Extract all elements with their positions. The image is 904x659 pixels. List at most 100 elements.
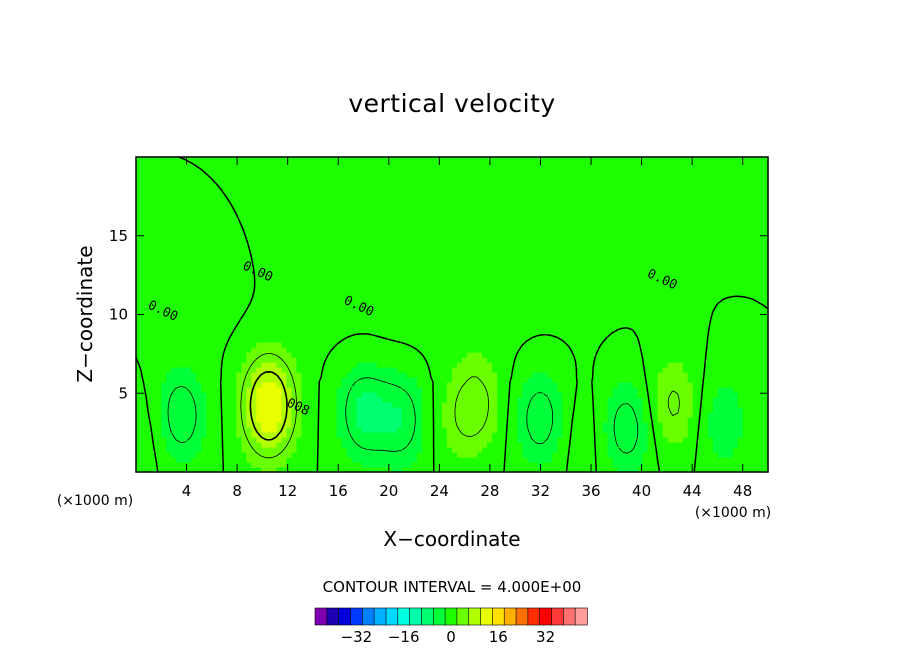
field-cell	[296, 347, 303, 353]
field-cell	[266, 157, 273, 163]
field-cell	[136, 397, 142, 403]
field-cell	[251, 237, 257, 243]
field-cell	[426, 252, 433, 258]
field-cell	[276, 267, 283, 273]
field-cell	[141, 327, 147, 333]
field-cell	[457, 167, 463, 173]
field-cell	[271, 157, 278, 163]
field-cell	[306, 282, 313, 288]
field-cell	[206, 157, 212, 163]
field-cell	[211, 347, 217, 353]
field-cell	[241, 227, 247, 233]
field-cell	[341, 287, 348, 293]
field-cell	[361, 407, 368, 413]
field-cell	[311, 407, 318, 413]
field-cell	[336, 422, 343, 428]
field-cell	[251, 442, 257, 448]
field-cell	[316, 177, 323, 183]
field-cell	[416, 387, 423, 393]
field-cell	[457, 392, 463, 398]
field-cell	[261, 402, 268, 408]
field-cell	[331, 367, 338, 373]
field-cell	[522, 252, 528, 258]
field-cell	[286, 267, 293, 273]
field-cell	[206, 172, 212, 178]
field-cell	[396, 297, 403, 303]
field-cell	[216, 157, 222, 163]
field-cell	[201, 292, 207, 298]
field-cell	[306, 372, 313, 378]
field-cell	[502, 392, 508, 398]
field-cell	[366, 437, 373, 443]
field-cell	[306, 467, 313, 473]
field-cell	[336, 312, 343, 318]
field-cell	[221, 362, 227, 368]
field-cell	[256, 217, 262, 223]
field-cell	[462, 297, 468, 303]
field-cell	[446, 427, 453, 433]
field-cell	[401, 312, 408, 318]
field-cell	[231, 232, 237, 238]
field-cell	[497, 417, 503, 423]
field-cell	[381, 377, 388, 383]
field-cell	[366, 337, 373, 343]
field-cell	[492, 182, 498, 188]
field-cell	[341, 272, 348, 278]
field-cell	[241, 277, 247, 283]
field-cell	[507, 267, 513, 273]
field-cell	[366, 197, 373, 203]
field-cell	[196, 347, 202, 353]
field-cell	[166, 382, 172, 388]
field-cell	[171, 157, 177, 163]
field-cell	[301, 352, 308, 358]
field-cell	[191, 267, 197, 273]
field-cell	[261, 392, 268, 398]
field-cell	[161, 337, 167, 343]
field-cell	[271, 362, 278, 368]
field-cell	[341, 342, 348, 348]
field-cell	[186, 272, 192, 278]
field-cell	[396, 307, 403, 313]
field-cell	[356, 332, 363, 338]
field-cell	[341, 422, 348, 428]
field-cell	[457, 177, 463, 183]
field-cell	[256, 177, 262, 183]
field-cell	[306, 317, 313, 323]
field-cell	[256, 297, 262, 303]
field-cell	[502, 312, 508, 318]
field-cell	[316, 222, 323, 228]
field-cell	[286, 432, 293, 438]
field-cell	[256, 307, 262, 313]
field-cell	[467, 257, 473, 263]
field-cell	[487, 202, 493, 208]
field-cell	[462, 437, 468, 443]
field-cell	[416, 457, 423, 463]
field-cell	[487, 322, 493, 328]
field-cell	[356, 162, 363, 168]
field-cell	[341, 212, 348, 218]
field-cell	[286, 212, 293, 218]
field-cell	[136, 262, 142, 268]
field-cell	[176, 242, 182, 248]
field-cell	[251, 212, 257, 218]
field-cell	[171, 362, 177, 368]
field-cell	[507, 452, 513, 458]
field-cell	[462, 367, 468, 373]
field-cell	[171, 387, 177, 393]
field-cell	[341, 307, 348, 313]
field-cell	[181, 242, 187, 248]
field-cell	[401, 292, 408, 298]
field-cell	[251, 377, 257, 383]
field-cell	[206, 262, 212, 268]
field-cell	[381, 157, 388, 163]
field-cell	[386, 232, 393, 238]
field-cell	[401, 277, 408, 283]
field-cell	[191, 452, 197, 458]
field-cell	[331, 427, 338, 433]
field-cell	[271, 262, 278, 268]
field-cell	[246, 352, 252, 358]
field-cell	[507, 157, 513, 163]
field-cell	[271, 252, 278, 258]
field-cell	[446, 162, 453, 168]
field-cell	[356, 292, 363, 298]
